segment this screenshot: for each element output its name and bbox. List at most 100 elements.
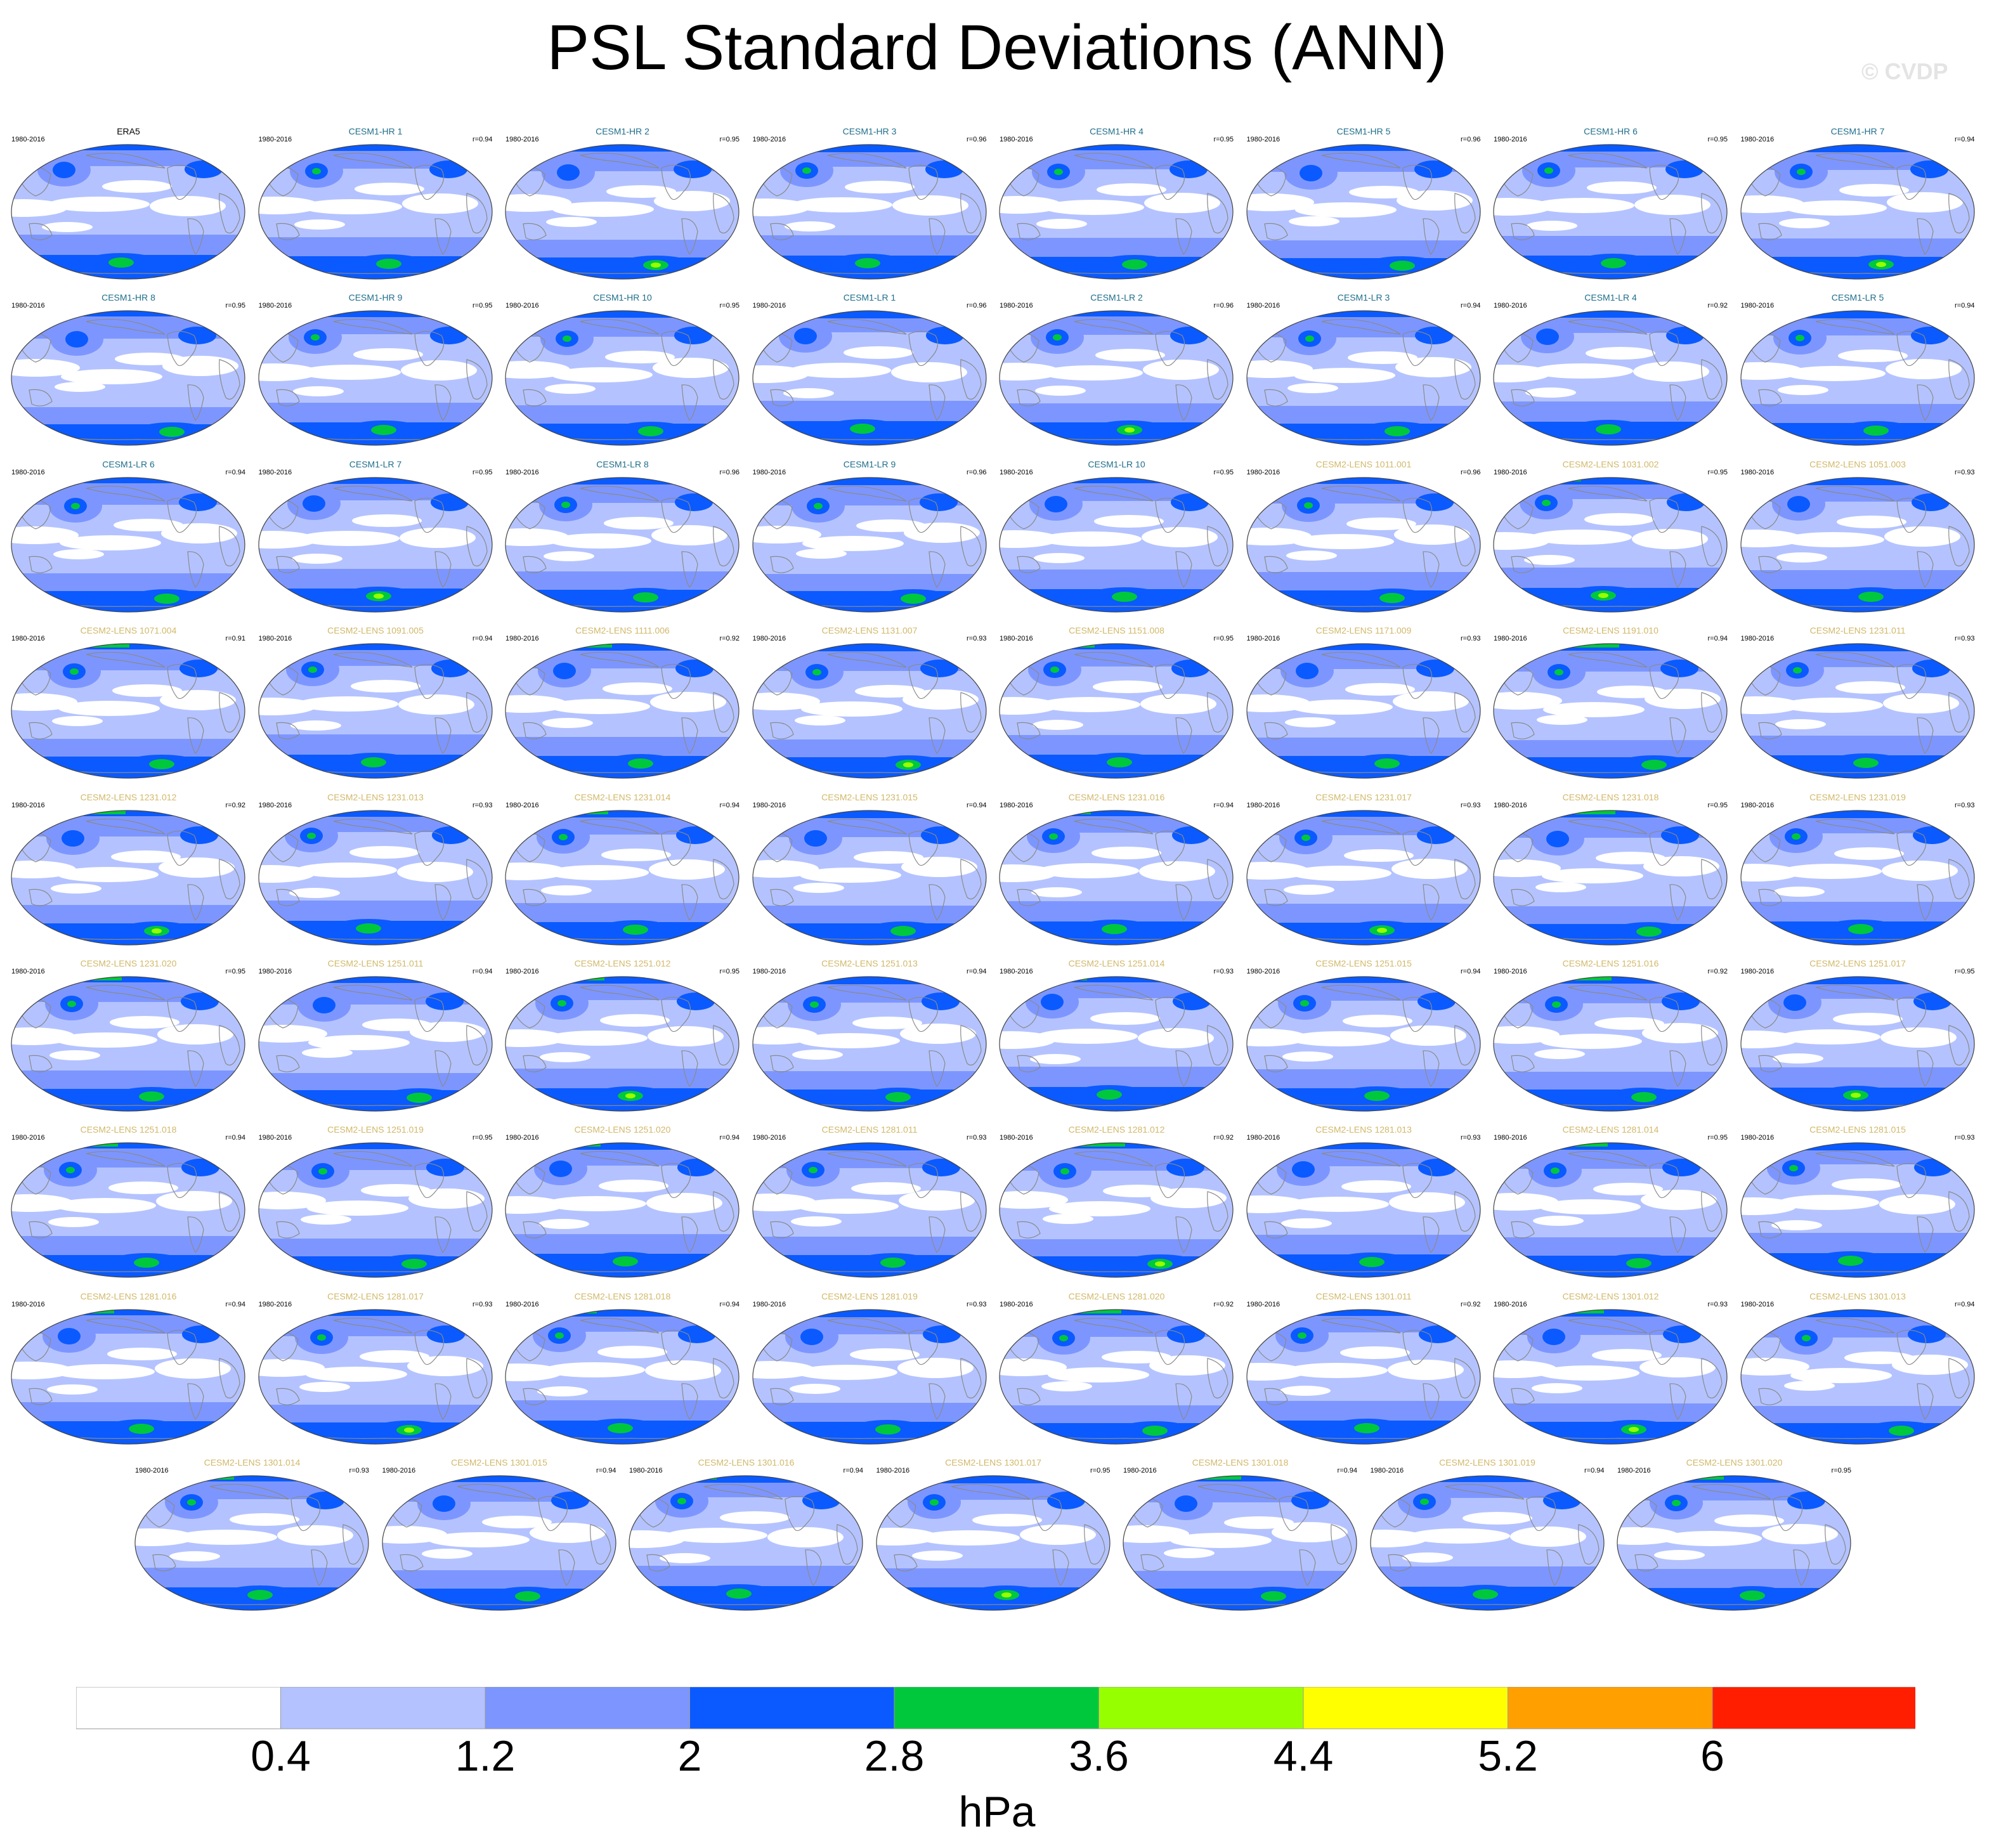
panel-period: 1980-2016 bbox=[11, 468, 45, 476]
low-variability-patch bbox=[1030, 1054, 1081, 1064]
panel-period: 1980-2016 bbox=[1740, 468, 1775, 476]
globe-outline bbox=[752, 144, 987, 280]
panel-pattern-correlation: r=0.92 bbox=[1461, 1300, 1481, 1308]
low-variability-patch bbox=[852, 1017, 922, 1029]
low-variability-patch bbox=[1831, 1178, 1901, 1192]
low-variability-patch bbox=[1740, 1031, 1798, 1048]
map-panel: CESM2-LENS 1231.020 1980-2016 r=0.95 bbox=[6, 956, 251, 1122]
coastline bbox=[1757, 389, 1782, 407]
coastline bbox=[414, 497, 444, 533]
coastline bbox=[1299, 1549, 1316, 1587]
low-variability-patch bbox=[546, 217, 597, 227]
low-variability-patch bbox=[51, 883, 101, 894]
north-atlantic-center bbox=[1418, 1325, 1457, 1343]
southern-ocean-peak bbox=[623, 924, 648, 935]
coastline bbox=[1757, 1055, 1782, 1072]
coastline bbox=[466, 1358, 488, 1398]
coastline bbox=[1074, 1151, 1154, 1167]
map-panel: CESM2-LENS 1301.013 1980-2016 r=0.94 bbox=[1736, 1289, 1980, 1455]
coastline bbox=[1017, 1388, 1041, 1405]
low-variability-patch bbox=[1370, 1530, 1428, 1548]
coastline bbox=[713, 526, 734, 566]
low-variability-patch bbox=[505, 194, 571, 212]
coastline bbox=[167, 164, 197, 200]
panel-title: CESM2-LENS 1281.011 bbox=[821, 1124, 918, 1135]
globe-outline bbox=[629, 1475, 863, 1611]
low-variability-patch bbox=[354, 183, 424, 195]
coastline bbox=[580, 319, 660, 335]
low-variability-patch bbox=[1408, 1528, 1510, 1544]
stddev-band bbox=[1000, 977, 1233, 982]
stddev-band bbox=[258, 477, 492, 484]
panel-pattern-correlation: r=0.93 bbox=[1213, 968, 1234, 975]
globe-outline bbox=[999, 809, 1234, 946]
psl-map bbox=[505, 1309, 740, 1445]
panel-period: 1980-2016 bbox=[752, 302, 786, 310]
stddev-band bbox=[505, 311, 739, 318]
north-atlantic-center bbox=[1911, 493, 1950, 511]
north-atlantic-center bbox=[431, 660, 469, 678]
low-variability-patch bbox=[802, 535, 904, 551]
low-variability-patch bbox=[1348, 186, 1419, 198]
globe-outline bbox=[505, 144, 740, 280]
coastline bbox=[1916, 1383, 1934, 1420]
panel-pattern-correlation: r=0.95 bbox=[1707, 1134, 1728, 1142]
low-variability-patch bbox=[1584, 512, 1654, 526]
globe-outline bbox=[999, 643, 1234, 779]
low-variability-patch bbox=[1293, 368, 1395, 384]
coastline bbox=[523, 1055, 547, 1072]
stddev-band bbox=[1740, 810, 1974, 818]
coastline bbox=[580, 818, 660, 835]
north-pacific-center bbox=[793, 328, 817, 345]
map-panel: CESM2-LENS 1281.015 1980-2016 r=0.93 bbox=[1736, 1122, 1980, 1288]
psl-map bbox=[505, 310, 740, 446]
panel-period: 1980-2016 bbox=[1740, 801, 1775, 809]
coastline bbox=[1815, 652, 1894, 668]
colorbar-segment bbox=[76, 1687, 281, 1729]
low-variability-patch bbox=[382, 1526, 447, 1544]
coastline bbox=[1083, 1524, 1105, 1565]
coastline bbox=[333, 818, 412, 835]
low-variability-patch bbox=[1844, 1351, 1914, 1364]
low-variability-patch bbox=[1740, 529, 1802, 547]
panel-title: CESM1-LR 4 bbox=[1584, 292, 1637, 303]
coastline bbox=[1402, 164, 1432, 200]
panel-period: 1980-2016 bbox=[11, 801, 45, 809]
panel-title: CESM2-LENS 1151.008 bbox=[1069, 625, 1164, 636]
low-variability-patch bbox=[294, 219, 345, 230]
panel-pattern-correlation: r=0.94 bbox=[225, 1134, 246, 1142]
low-variability-patch bbox=[60, 535, 161, 550]
low-variability-patch bbox=[876, 1528, 937, 1546]
colorbar-segment bbox=[1303, 1687, 1508, 1729]
globe-outline bbox=[999, 477, 1234, 613]
coastline bbox=[219, 1358, 240, 1398]
psl-map bbox=[257, 144, 493, 280]
globe-outline bbox=[381, 1475, 616, 1611]
low-variability-patch bbox=[552, 202, 654, 217]
globe-outline bbox=[11, 310, 245, 446]
psl-map bbox=[257, 1309, 493, 1445]
north-atlantic-center bbox=[551, 1492, 589, 1510]
stddev-band bbox=[1740, 1422, 1974, 1444]
stddev-band bbox=[1246, 644, 1480, 651]
coastline bbox=[1175, 1050, 1192, 1088]
stddev-band bbox=[1000, 644, 1233, 650]
colorbar-segment bbox=[894, 1687, 1099, 1729]
low-variability-patch bbox=[48, 1217, 99, 1228]
southern-ocean-peak bbox=[129, 1423, 154, 1434]
panel-title: CESM1-HR 5 bbox=[1336, 126, 1391, 136]
map-panel: CESM2-LENS 1231.013 1980-2016 r=0.93 bbox=[254, 790, 498, 956]
coastline bbox=[827, 1151, 906, 1167]
north-atlantic-center bbox=[1542, 1492, 1581, 1510]
map-panel: CESM1-LR 4 1980-2016 r=0.92 bbox=[1489, 290, 1733, 456]
coastline bbox=[1207, 1358, 1228, 1398]
psl-map bbox=[1246, 477, 1481, 613]
coastline bbox=[1175, 1383, 1192, 1420]
globe-outline bbox=[1246, 144, 1481, 280]
panel-title: CESM2-LENS 1251.019 bbox=[327, 1124, 424, 1135]
southern-ocean-max bbox=[1376, 927, 1387, 933]
panel-title: CESM1-LR 9 bbox=[843, 459, 896, 469]
north-pacific-peak bbox=[1297, 1332, 1307, 1339]
globe-outline bbox=[1740, 144, 1975, 280]
coastline bbox=[275, 1388, 300, 1405]
